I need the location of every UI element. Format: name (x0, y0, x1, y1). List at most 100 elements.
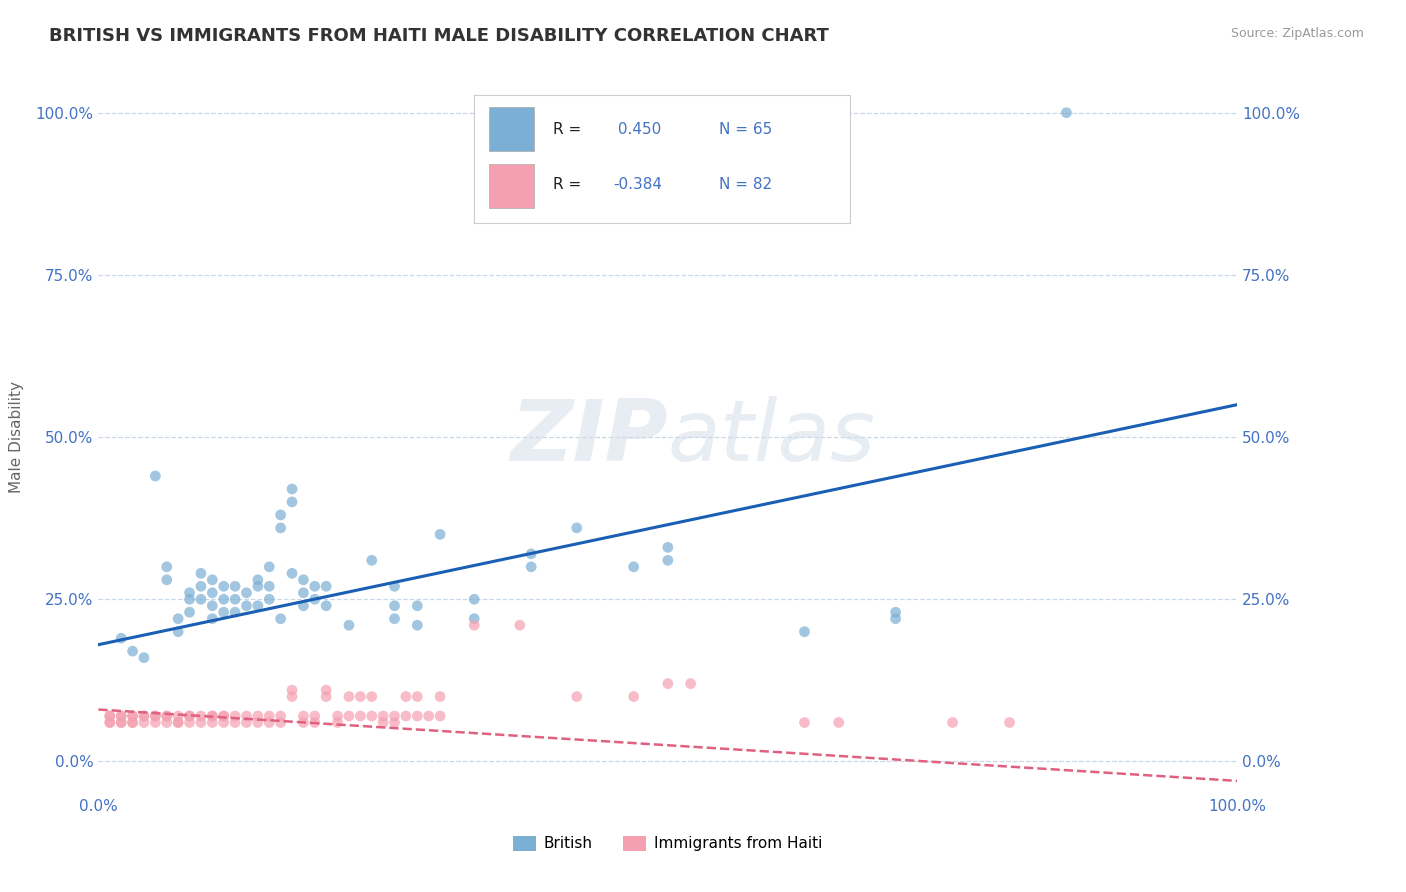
Point (395, 690, 418, 704)
Point (828, 715, 851, 730)
Point (281, 683, 304, 698)
Point (145, 709, 167, 723)
Point (167, 624, 190, 639)
Point (281, 690, 304, 704)
Point (156, 709, 179, 723)
Point (793, 624, 815, 639)
Point (201, 709, 224, 723)
Point (156, 559, 179, 574)
Point (156, 573, 179, 587)
Point (429, 690, 451, 704)
Point (349, 709, 371, 723)
Point (179, 709, 201, 723)
Point (270, 508, 292, 522)
Point (270, 715, 292, 730)
Point (98, 709, 121, 723)
Point (224, 715, 246, 730)
Point (121, 715, 143, 730)
Point (884, 612, 907, 626)
Point (292, 573, 315, 587)
Point (110, 715, 132, 730)
Point (235, 715, 257, 730)
Point (132, 650, 155, 665)
Point (212, 592, 235, 607)
Point (201, 715, 224, 730)
Point (281, 495, 304, 509)
Point (201, 709, 224, 723)
Text: ZIP: ZIP (510, 395, 668, 479)
Point (565, 521, 588, 535)
Point (179, 586, 201, 600)
Point (212, 715, 235, 730)
Point (520, 547, 543, 561)
Point (110, 715, 132, 730)
Point (371, 709, 394, 723)
Point (315, 683, 337, 698)
Point (520, 559, 543, 574)
Point (406, 690, 429, 704)
Point (98, 715, 121, 730)
Point (509, 618, 531, 632)
Point (224, 605, 246, 619)
Point (190, 579, 212, 593)
Point (145, 709, 167, 723)
Point (167, 709, 190, 723)
Point (292, 599, 315, 613)
Point (201, 599, 224, 613)
Legend: British, Immigrants from Haiti: British, Immigrants from Haiti (508, 830, 828, 857)
Point (395, 709, 418, 723)
Point (463, 592, 485, 607)
Point (337, 709, 360, 723)
Text: atlas: atlas (668, 395, 876, 479)
Point (259, 559, 281, 574)
Text: Source: ZipAtlas.com: Source: ZipAtlas.com (1230, 27, 1364, 40)
Point (190, 566, 212, 581)
Point (270, 521, 292, 535)
Point (212, 579, 235, 593)
Point (623, 559, 645, 574)
Point (384, 599, 406, 613)
Point (132, 715, 155, 730)
Text: BRITISH VS IMMIGRANTS FROM HAITI MALE DISABILITY CORRELATION CHART: BRITISH VS IMMIGRANTS FROM HAITI MALE DI… (49, 27, 830, 45)
Point (406, 599, 429, 613)
Point (121, 709, 143, 723)
Point (179, 592, 201, 607)
Point (167, 715, 190, 730)
Point (406, 709, 429, 723)
Point (315, 599, 337, 613)
Point (110, 631, 132, 645)
Point (463, 618, 485, 632)
Point (281, 566, 304, 581)
Point (190, 715, 212, 730)
Point (145, 715, 167, 730)
Point (292, 715, 315, 730)
Y-axis label: Male Disability: Male Disability (10, 381, 24, 493)
Point (259, 579, 281, 593)
Point (371, 715, 394, 730)
Point (167, 612, 190, 626)
Point (259, 709, 281, 723)
Point (156, 709, 179, 723)
Point (235, 709, 257, 723)
Point (270, 709, 292, 723)
Point (121, 644, 143, 658)
Point (246, 709, 269, 723)
Point (360, 709, 382, 723)
Point (246, 715, 269, 730)
Point (292, 709, 315, 723)
Point (657, 541, 679, 555)
Point (224, 579, 246, 593)
Point (190, 709, 212, 723)
Point (360, 690, 382, 704)
Point (132, 709, 155, 723)
Point (132, 709, 155, 723)
Point (384, 612, 406, 626)
Point (156, 715, 179, 730)
Point (270, 612, 292, 626)
Point (259, 715, 281, 730)
Point (384, 709, 406, 723)
Point (463, 612, 485, 626)
Point (360, 553, 382, 567)
Point (429, 709, 451, 723)
Point (121, 715, 143, 730)
